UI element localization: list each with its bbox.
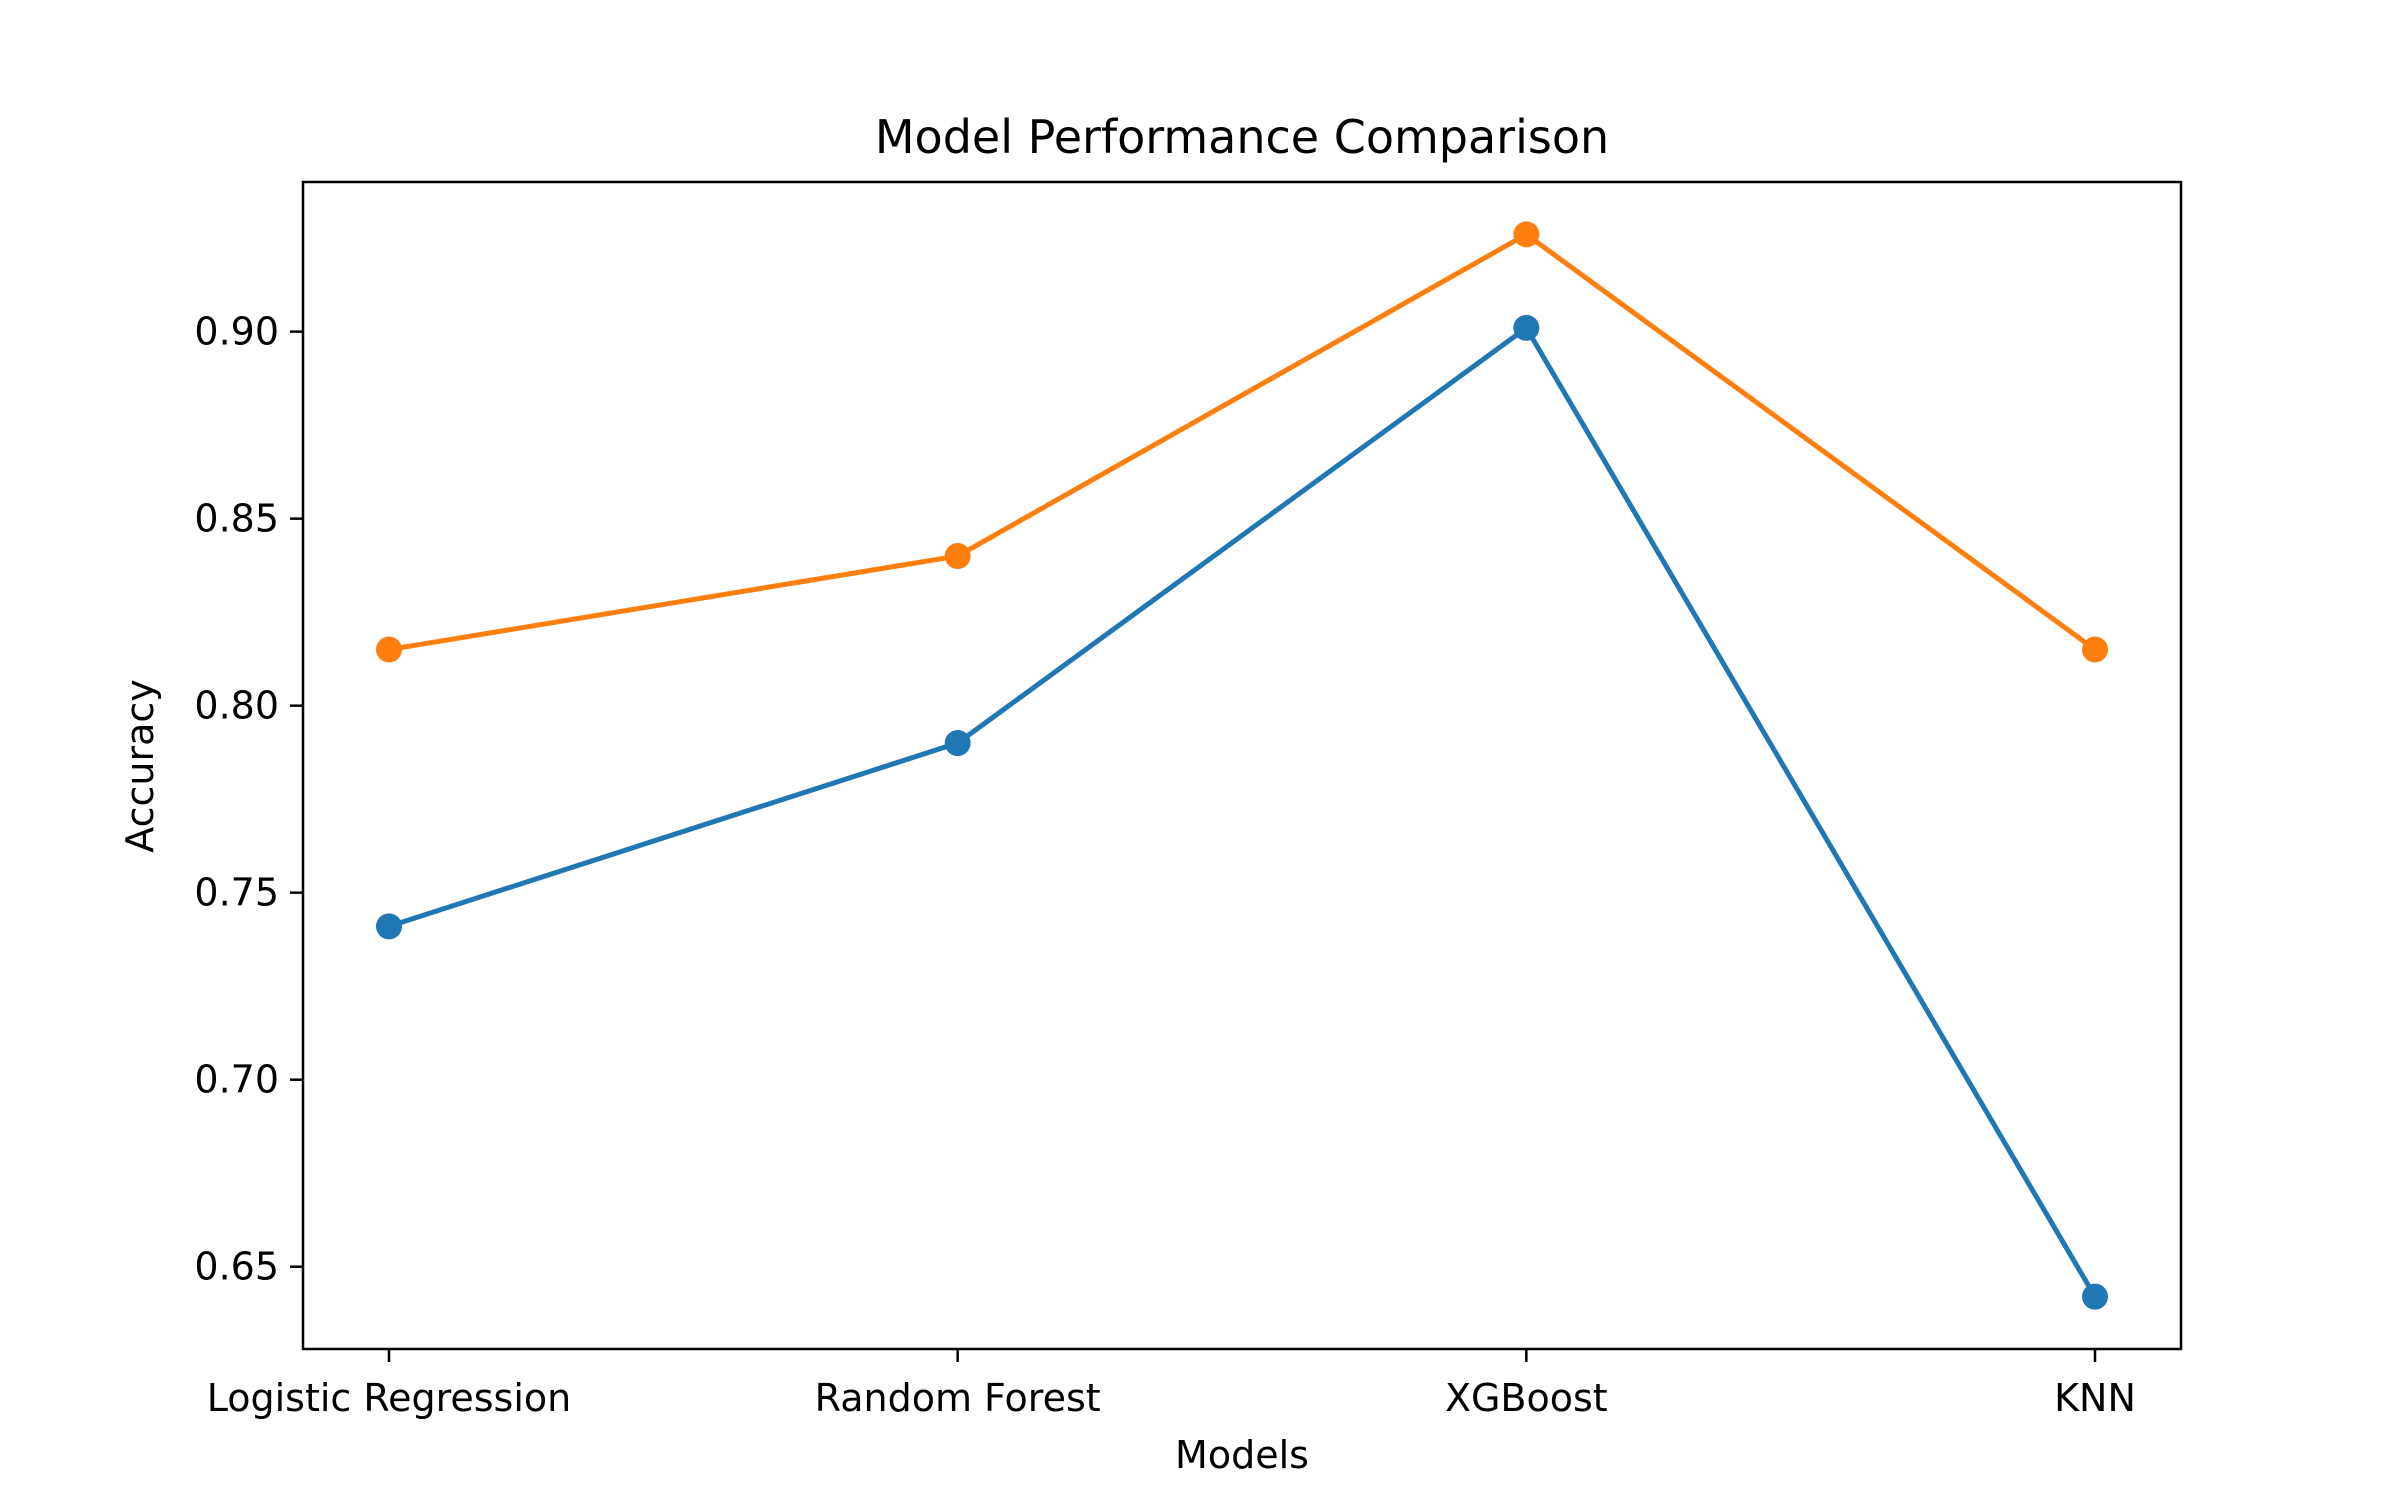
y-tick-label: 0.90 — [194, 310, 279, 354]
series-2 — [376, 221, 2108, 663]
data-point — [2082, 636, 2108, 663]
y-axis: 0.65 0.70 0.75 0.80 0.85 0.90 — [194, 310, 303, 1289]
y-axis-label: Accuracy — [118, 679, 162, 853]
data-point — [2082, 1283, 2108, 1310]
data-point — [1513, 221, 1540, 248]
data-point — [1513, 314, 1540, 341]
x-tick-label: XGBoost — [1445, 1376, 1608, 1420]
series-line — [386, 231, 2099, 654]
x-tick-label: Random Forest — [815, 1376, 1101, 1420]
chart-title: Model Performance Comparison — [875, 110, 1609, 164]
y-tick-label: 0.70 — [194, 1058, 279, 1102]
y-tick-label: 0.75 — [194, 871, 279, 915]
plot-area-frame — [301, 180, 2183, 1351]
series-layer — [376, 221, 2108, 1310]
y-tick-label: 0.80 — [194, 684, 279, 728]
data-point — [944, 730, 971, 757]
data-point — [944, 543, 971, 570]
data-point — [376, 913, 402, 940]
y-tick-label: 0.85 — [194, 497, 279, 541]
y-tick-label: 0.65 — [194, 1245, 279, 1289]
x-tick-label: KNN — [2054, 1376, 2136, 1420]
data-point — [376, 636, 402, 663]
x-axis: Logistic Regression Random Forest XGBoost K… — [207, 1349, 2136, 1420]
x-axis-label: Models — [1175, 1433, 1309, 1477]
series-line — [385, 325, 2099, 1301]
series-1 — [376, 314, 2108, 1310]
x-tick-label: Logistic Regression — [207, 1376, 572, 1420]
